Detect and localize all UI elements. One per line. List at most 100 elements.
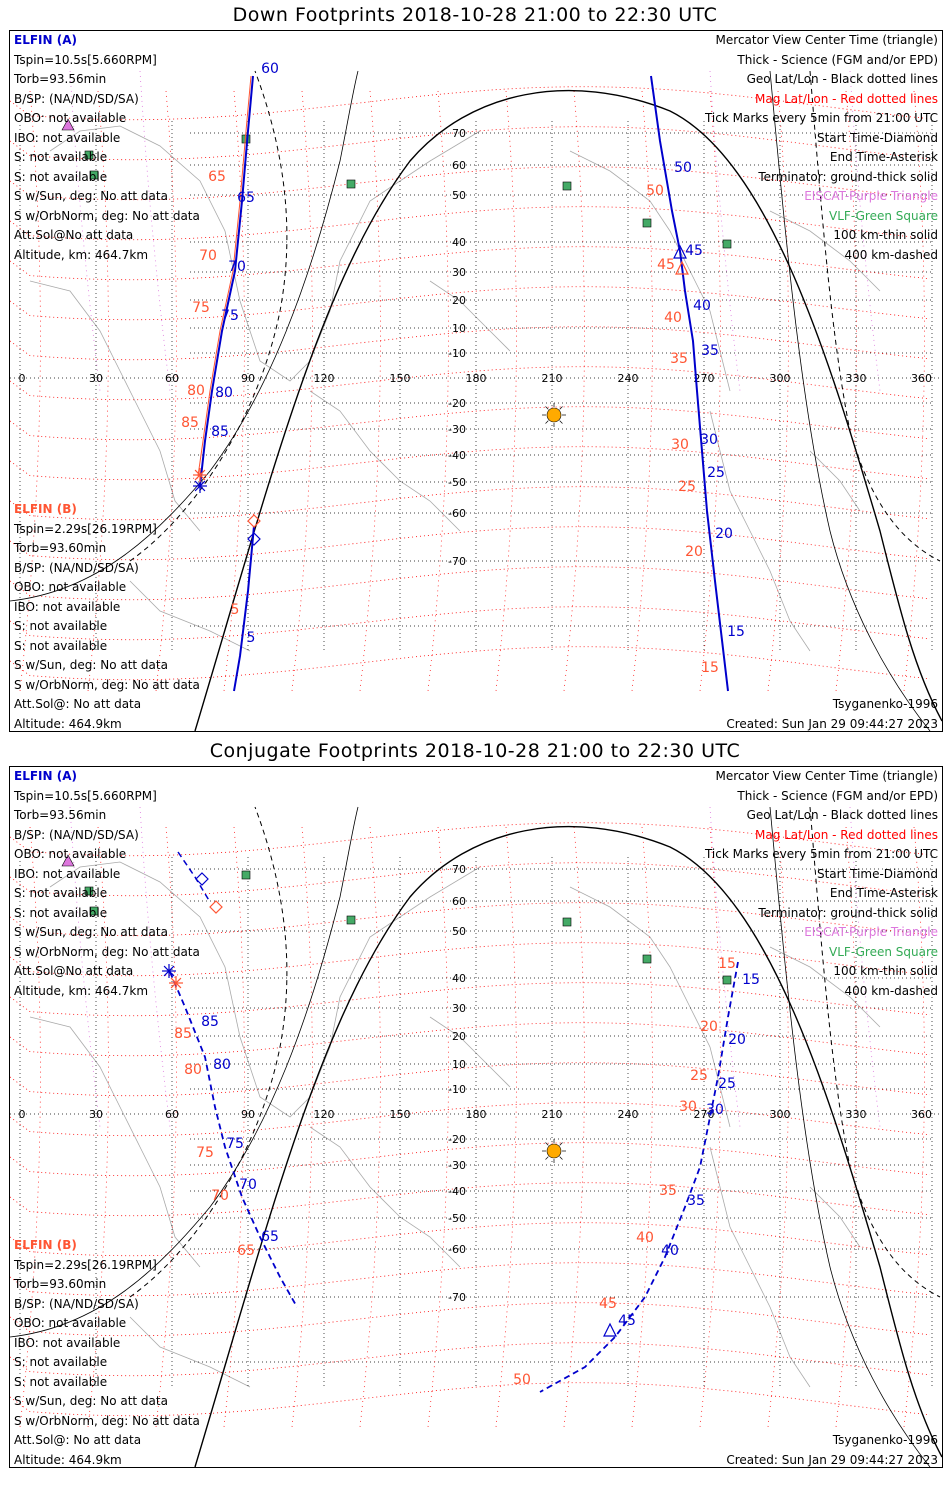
vlf-station-icon (562, 181, 572, 191)
elfin-b-s2: S: not available (14, 1374, 108, 1389)
elfin-a-track (199, 75, 254, 487)
lat-tick-label: -60 (448, 1243, 466, 1256)
track-tick-label: 80 (215, 385, 233, 401)
track-tick-label: 30 (706, 1102, 724, 1118)
lon-tick-label: 240 (618, 1108, 639, 1121)
track-tick-label: 20 (728, 1032, 746, 1048)
lat-tick-label: -60 (448, 507, 466, 520)
legend-geo: Geo Lat/Lon - Black dotted lines (746, 72, 938, 86)
lon-tick-label: 0 (19, 1108, 26, 1121)
lat-tick-label: -50 (448, 1212, 466, 1225)
lat-tick-label: -10 (448, 347, 466, 360)
track-tick-label: 75 (196, 1145, 214, 1161)
elfin-b-bsp: B/SP: (NA/ND/SD/SA) (14, 560, 139, 575)
elfin-a-tspin: Tspin=10.5s[5.660RPM] (14, 52, 157, 67)
lat-tick-label: 10 (452, 322, 466, 335)
lat-tick-label: -50 (448, 476, 466, 489)
elfin-a-s2: S: not available (14, 905, 108, 920)
track-tick-label: 65 (237, 1243, 255, 1259)
lon-tick-label: 270 (694, 372, 715, 385)
terminator-100km (10, 806, 359, 1338)
mag-pole-line (69, 70, 101, 392)
track-tick-label: 35 (659, 1183, 677, 1199)
legend-terminator: Terminator: ground-thick solid (758, 169, 938, 184)
elfin-b-s1: S: not available (14, 1355, 108, 1369)
mag-lon-line (155, 826, 177, 1428)
coastline (709, 410, 811, 652)
track-tick-label: 75 (192, 300, 210, 316)
elfin-b-attsol: Att.Sol@: No att data (14, 1433, 142, 1447)
elfin-a-bsp: B/SP: (NA/ND/SD/SA) (14, 91, 139, 106)
sun-ray (559, 1156, 563, 1160)
coastline (129, 580, 251, 652)
track-tick-label: 75 (221, 308, 239, 324)
vlf-station-icon (722, 239, 732, 249)
track-tick-label: 70 (211, 1188, 229, 1204)
lat-tick-label: 60 (452, 159, 466, 172)
eiscat-station-icon (61, 854, 75, 867)
lon-tick-label: 150 (390, 372, 411, 385)
end-time-asterisk (194, 469, 206, 481)
elfin-a-obo: OBO: not available (14, 847, 127, 861)
sun-ray (559, 1142, 563, 1146)
lat-tick-label: -30 (448, 423, 466, 436)
elfin-a-attsol: Att.Sol@No att data (14, 228, 134, 242)
mag-lon-line (155, 90, 177, 692)
coastline (129, 1316, 251, 1388)
track-tick-label: 30 (671, 437, 689, 453)
right-track (539, 961, 739, 1393)
lon-tick-label: 330 (846, 372, 867, 385)
lon-tick-label: 360 (911, 372, 932, 385)
mag-lon-line (291, 90, 313, 692)
lat-tick-label: 30 (452, 266, 466, 279)
coastline (709, 1146, 811, 1388)
legend-end: End Time-Asterisk (829, 886, 938, 900)
coastline (29, 1016, 201, 1268)
mag-lon-line (835, 826, 857, 1428)
elfin-a-torb: Torb=93.56min (14, 72, 107, 86)
footer-block: Tsyganenko-1996 Created: Sun Jan 29 09:4… (726, 695, 938, 731)
elfin-a-obo: OBO: not available (14, 111, 127, 125)
terminator-400km (129, 806, 288, 1298)
track-tick-label: 5 (247, 630, 256, 646)
elfin-a-info-block: ELFIN (A) Tspin=10.5s[5.660RPM] Torb=93.… (14, 31, 200, 265)
lon-tick-label: 150 (390, 1108, 411, 1121)
elfin-b-altitude: Altitude: 464.9km (14, 1452, 122, 1467)
coastline (429, 280, 511, 352)
legend-eiscat: EISCAT-Purple Triangle (804, 189, 938, 203)
legend-vlf: VLF-Green Square (829, 208, 938, 223)
track-tick-label: 20 (685, 544, 703, 560)
lat-tick-label: 60 (452, 895, 466, 908)
mag-lon-line (427, 826, 449, 1428)
elfin-b-ibo: IBO: not available (14, 599, 121, 614)
track-tick-label: 5 (231, 602, 240, 618)
track-tick-label: 25 (707, 465, 725, 481)
elfin-b-bsp: B/SP: (NA/ND/SD/SA) (14, 1296, 139, 1311)
terminator-ground (194, 89, 942, 731)
mag-lon-line (427, 90, 449, 692)
track-tick-label: 15 (718, 956, 736, 972)
track-tick-label: 85 (181, 415, 199, 431)
bottom-panel-title: Conjugate Footprints 2018-10-28 21:00 to… (209, 740, 741, 762)
mag-pole-line (709, 70, 741, 392)
coastline (569, 886, 731, 1128)
created-timestamp: Created: Sun Jan 29 09:44:27 2023 (726, 716, 938, 731)
elfin-a-tspin: Tspin=10.5s[5.660RPM] (14, 788, 157, 803)
coastline (309, 1126, 461, 1268)
lat-tick-label: -40 (448, 1185, 466, 1198)
lon-tick-label: 300 (770, 372, 791, 385)
elfin-a-label: ELFIN (A) (14, 33, 77, 47)
end-time-asterisk (194, 480, 206, 492)
mag-lon-line (291, 826, 313, 1428)
track-tick-label: 45 (599, 1296, 617, 1312)
mag-lon-line (87, 826, 109, 1428)
mag-lon-line (835, 90, 857, 692)
elfin-b-label: ELFIN (B) (14, 502, 77, 516)
lon-tick-label: 300 (770, 1108, 791, 1121)
terminator-400km-east (809, 70, 941, 562)
mag-lat-line (10, 1142, 931, 1177)
sun-ray (545, 1142, 549, 1146)
down-footprints-panel: 0 30 60 90 120 150 180 210 240 270 300 330 360 70 60 50… (9, 30, 943, 732)
track-tick-label: 45 (685, 243, 703, 259)
elfin-b-torb: Torb=93.60min (14, 1277, 107, 1291)
